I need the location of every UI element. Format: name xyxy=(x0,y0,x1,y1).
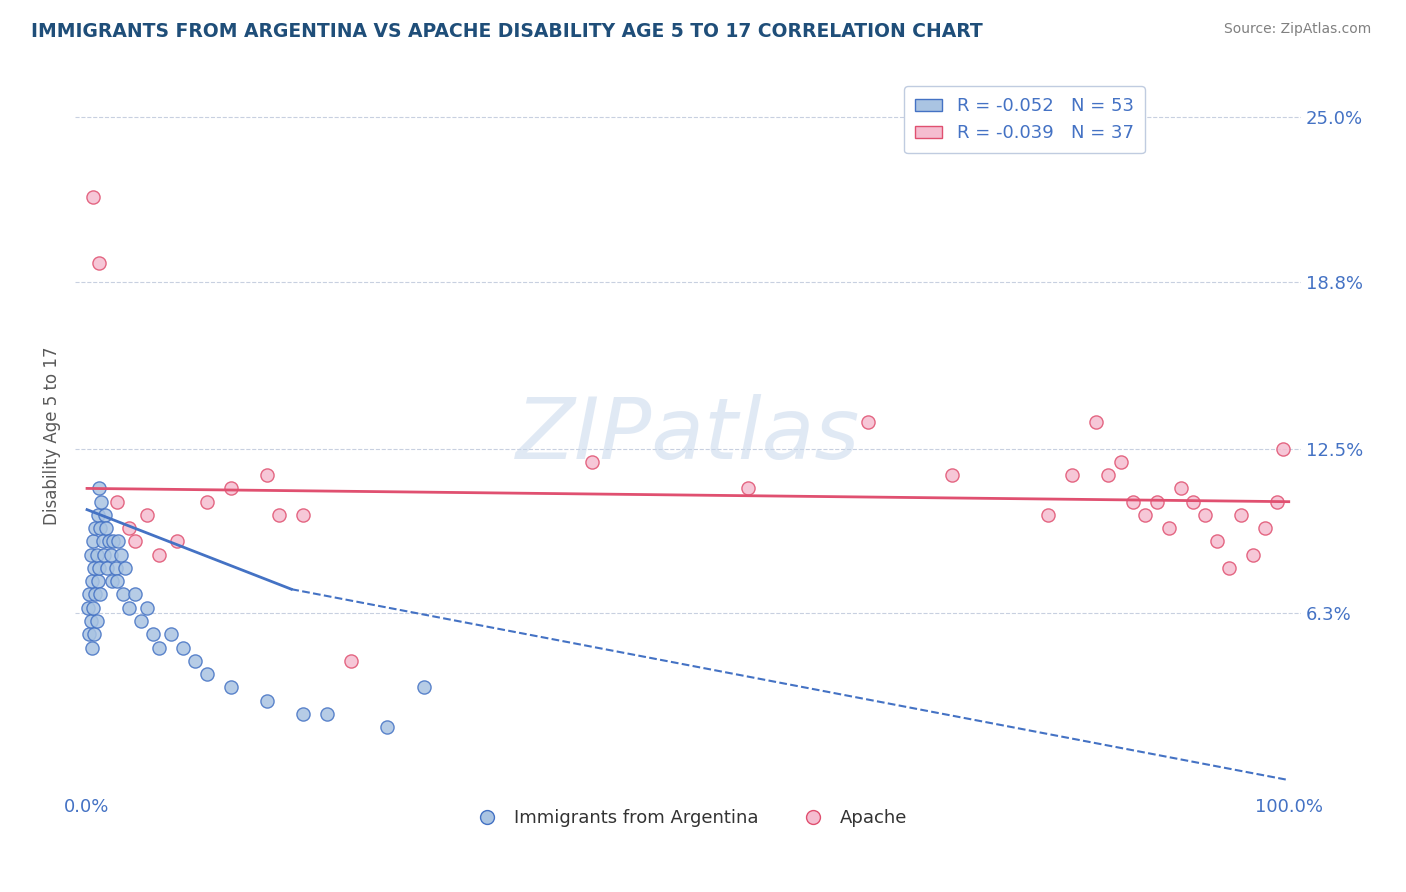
Legend: Immigrants from Argentina, Apache: Immigrants from Argentina, Apache xyxy=(461,802,914,834)
Point xyxy=(581,455,603,469)
Point xyxy=(1241,548,1264,562)
Point xyxy=(1133,508,1156,522)
Point xyxy=(105,494,128,508)
Point xyxy=(129,614,152,628)
Point xyxy=(166,534,188,549)
Point xyxy=(87,561,110,575)
Point xyxy=(124,587,146,601)
Point xyxy=(1170,482,1192,496)
Point xyxy=(97,534,120,549)
Point xyxy=(269,508,291,522)
Point xyxy=(87,508,110,522)
Point xyxy=(1229,508,1251,522)
Point xyxy=(1265,494,1288,508)
Point xyxy=(1085,415,1108,429)
Point xyxy=(118,600,141,615)
Point xyxy=(1097,468,1119,483)
Point xyxy=(412,681,434,695)
Point xyxy=(100,548,122,562)
Point xyxy=(148,640,170,655)
Point xyxy=(114,561,136,575)
Point xyxy=(112,587,135,601)
Point xyxy=(184,654,207,668)
Point xyxy=(1194,508,1216,522)
Point xyxy=(84,521,107,535)
Point xyxy=(136,600,159,615)
Point xyxy=(82,534,104,549)
Text: Source: ZipAtlas.com: Source: ZipAtlas.com xyxy=(1223,22,1371,37)
Point xyxy=(110,548,132,562)
Point xyxy=(84,587,107,601)
Text: ZIPatlas: ZIPatlas xyxy=(516,394,860,477)
Point xyxy=(219,681,242,695)
Text: IMMIGRANTS FROM ARGENTINA VS APACHE DISABILITY AGE 5 TO 17 CORRELATION CHART: IMMIGRANTS FROM ARGENTINA VS APACHE DISA… xyxy=(31,22,983,41)
Point xyxy=(1062,468,1084,483)
Point xyxy=(219,482,242,496)
Point xyxy=(77,600,100,615)
Y-axis label: Disability Age 5 to 17: Disability Age 5 to 17 xyxy=(44,346,60,524)
Point xyxy=(96,561,118,575)
Point xyxy=(142,627,165,641)
Point xyxy=(941,468,963,483)
Point xyxy=(83,561,105,575)
Point xyxy=(1157,521,1180,535)
Point xyxy=(94,508,117,522)
Point xyxy=(82,190,104,204)
Point xyxy=(86,614,108,628)
Point xyxy=(89,587,111,601)
Point xyxy=(89,521,111,535)
Point xyxy=(79,587,101,601)
Point xyxy=(148,548,170,562)
Point xyxy=(1146,494,1168,508)
Point xyxy=(83,627,105,641)
Point xyxy=(91,534,114,549)
Point xyxy=(87,256,110,270)
Point xyxy=(104,561,127,575)
Point xyxy=(90,494,112,508)
Point xyxy=(1109,455,1132,469)
Point xyxy=(1271,442,1294,456)
Point xyxy=(316,706,339,721)
Point xyxy=(856,415,879,429)
Point xyxy=(1254,521,1277,535)
Point xyxy=(87,574,110,589)
Point xyxy=(80,640,103,655)
Point xyxy=(101,574,124,589)
Point xyxy=(256,468,278,483)
Point xyxy=(79,548,101,562)
Point xyxy=(340,654,363,668)
Point xyxy=(79,627,101,641)
Point xyxy=(160,627,183,641)
Point xyxy=(1205,534,1227,549)
Point xyxy=(86,548,108,562)
Point xyxy=(80,574,103,589)
Point xyxy=(79,614,101,628)
Point xyxy=(103,534,125,549)
Point xyxy=(105,574,128,589)
Point xyxy=(377,720,399,734)
Point xyxy=(87,482,110,496)
Point xyxy=(118,521,141,535)
Point xyxy=(292,706,315,721)
Point xyxy=(256,693,278,707)
Point xyxy=(195,667,218,681)
Point xyxy=(292,508,315,522)
Point xyxy=(136,508,159,522)
Point xyxy=(172,640,194,655)
Point xyxy=(124,534,146,549)
Point xyxy=(1121,494,1143,508)
Point xyxy=(82,600,104,615)
Point xyxy=(1038,508,1060,522)
Point xyxy=(107,534,129,549)
Point xyxy=(195,494,218,508)
Point xyxy=(96,521,118,535)
Point xyxy=(1181,494,1204,508)
Point xyxy=(1218,561,1240,575)
Point xyxy=(737,482,759,496)
Point xyxy=(93,548,115,562)
